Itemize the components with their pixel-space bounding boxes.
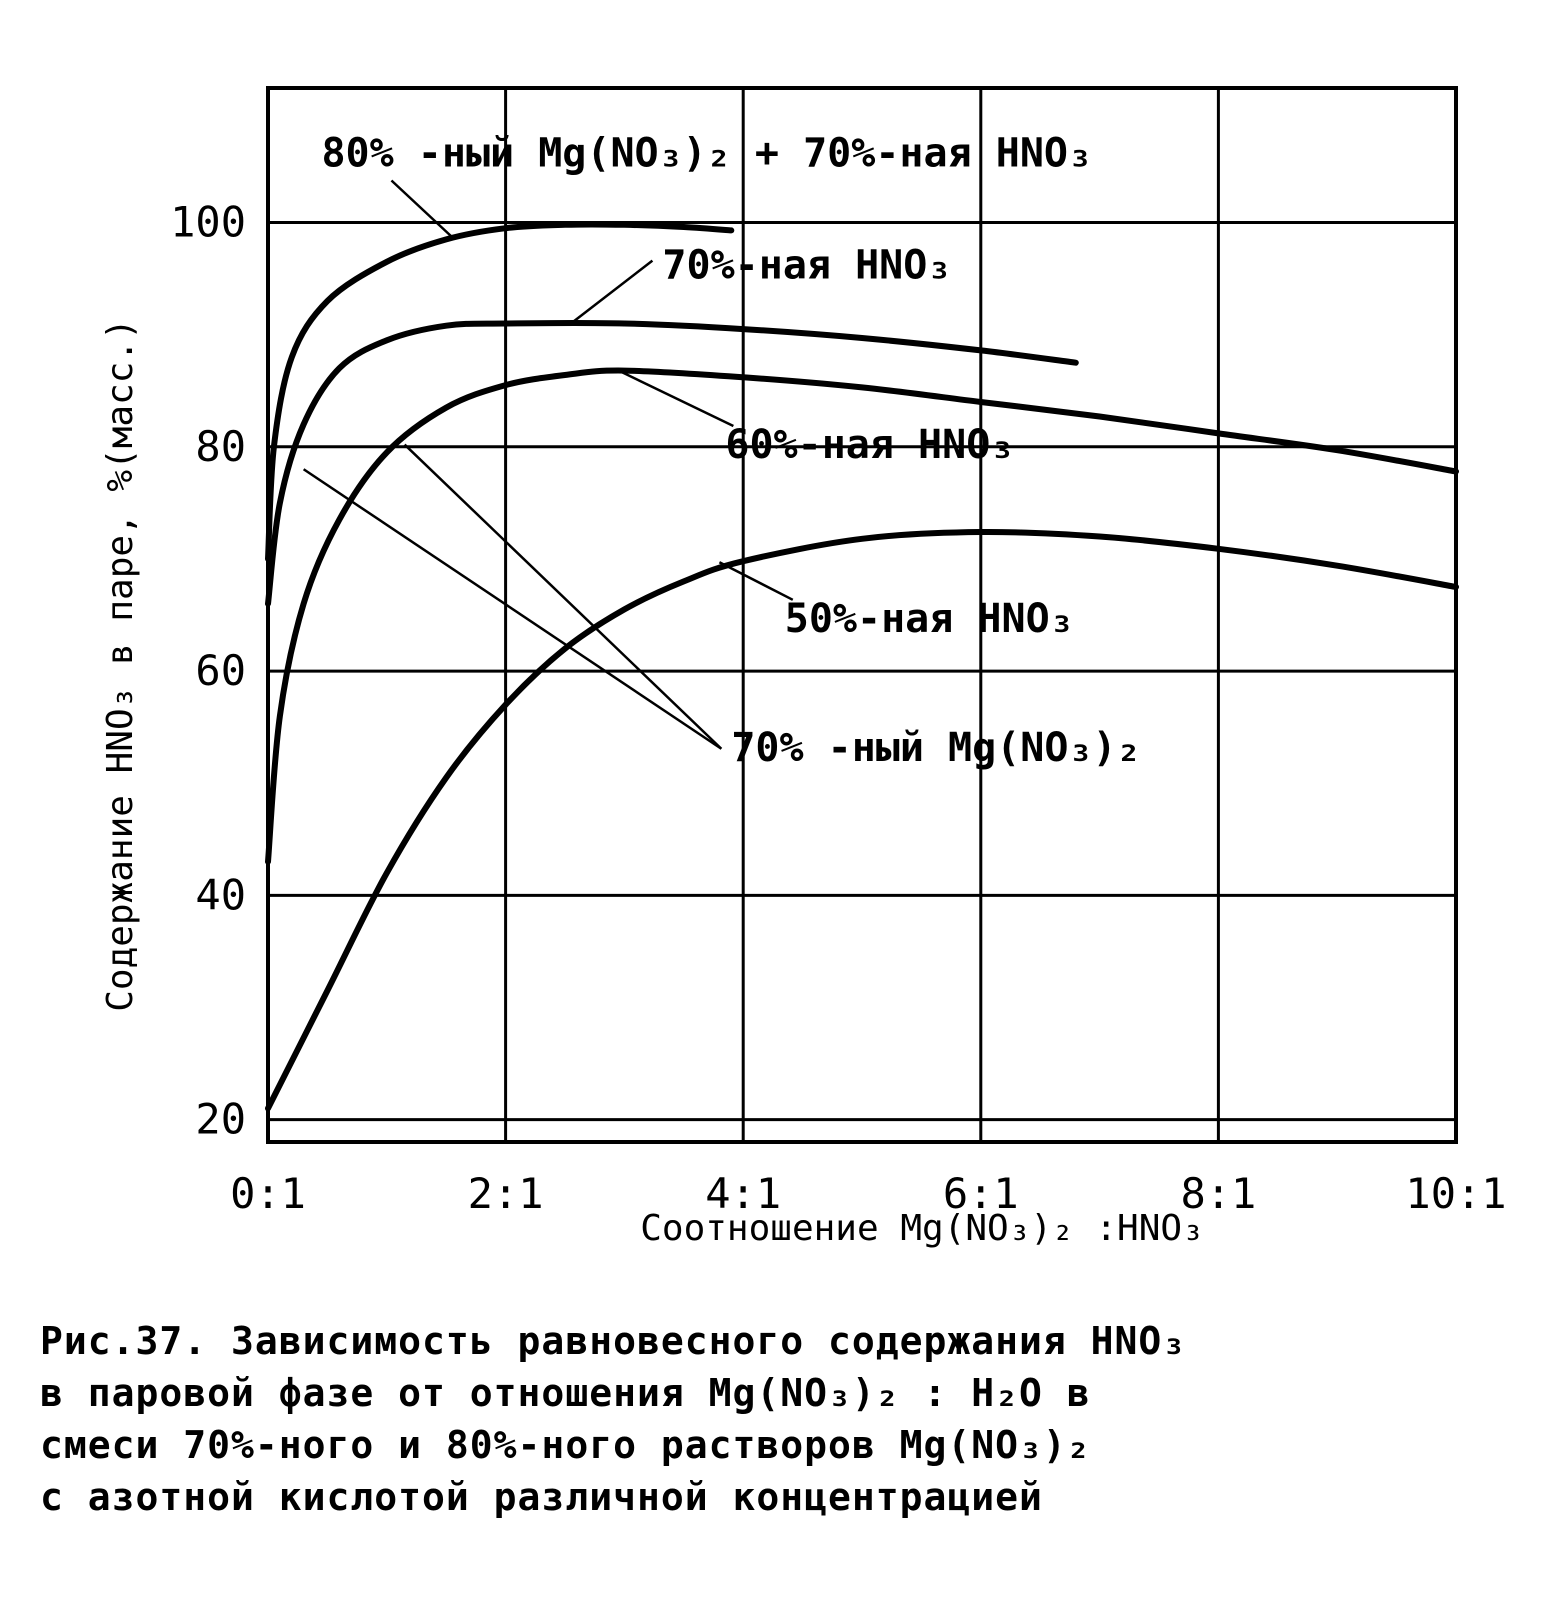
annotation-label-4: 70% -ный Mg(NO₃)₂	[731, 725, 1140, 771]
x-tick-label-4: 8:1	[1180, 1169, 1256, 1218]
annotation-label-3: 50%-ная HNO₃	[785, 596, 1074, 642]
y-tick-label-1: 40	[195, 870, 246, 919]
annotation-leader-1-0	[570, 259, 654, 325]
series-line-1	[265, 319, 1079, 607]
annotation-leader-4-0	[403, 443, 723, 750]
caption-line-2: в паровой фазе от отношения Mg(NO₃)₂ : H…	[40, 1371, 1091, 1415]
x-tick-label-0: 0:1	[230, 1169, 306, 1218]
y-tick-label-2: 60	[195, 646, 246, 695]
chart: 0:1 2:1 4:1 6:1 8:1 10:1 20 40 60 80 100 80% -ный…	[100, 86, 1507, 1249]
y-tick-label-3: 80	[195, 422, 246, 471]
annotation-leader-2-0	[617, 369, 734, 428]
annotation-leader-0-0	[390, 179, 453, 239]
y-tick-label-0: 20	[195, 1095, 246, 1144]
grid	[268, 88, 1456, 1142]
series-line-2	[265, 367, 1459, 865]
x-tick-label-5: 10:1	[1405, 1169, 1506, 1218]
annotation-label-1: 70%-ная HNO₃	[662, 243, 951, 289]
caption-line-1: Рис.37. Зависимость равновесного содержа…	[40, 1319, 1187, 1363]
plot-frame	[266, 86, 1458, 1144]
annotation-labels: 80% -ный Mg(NO₃)₂ + 70%-ная HNO₃ 70%-ная …	[321, 130, 1140, 770]
caption-line-4: с азотной кислотой различной концентраци…	[40, 1475, 1043, 1519]
x-tick-labels: 0:1 2:1 4:1 6:1 8:1 10:1	[230, 1169, 1507, 1218]
y-tick-label-4: 100	[170, 198, 246, 247]
x-tick-label-2: 4:1	[705, 1169, 781, 1218]
series-line-3	[265, 528, 1459, 1112]
x-tick-label-1: 2:1	[468, 1169, 544, 1218]
series-lines	[265, 221, 1459, 1112]
annotation-leaders	[302, 179, 794, 750]
y-tick-labels: 20 40 60 80 100	[170, 198, 246, 1144]
y-axis-title: Содержание HNO₃ в паре, %(масс.)	[100, 318, 141, 1012]
x-tick-label-3: 6:1	[943, 1169, 1019, 1218]
figure-caption: Рис.37. Зависимость равновесного содержа…	[40, 1315, 1520, 1523]
annotation-leader-4-1	[302, 468, 723, 750]
annotation-label-0: 80% -ный Mg(NO₃)₂ + 70%-ная HNO₃	[321, 130, 1092, 176]
caption-line-3: смеси 70%-ного и 80%-ного растворов Mg(N…	[40, 1423, 1091, 1467]
annotation-leader-3-0	[718, 561, 794, 601]
annotation-label-2: 60%-ная HNO₃	[725, 422, 1014, 468]
x-axis-title: Соотношение Mg(NO₃)₂ :HNO₃	[640, 1208, 1204, 1249]
series-line-0	[265, 221, 735, 562]
